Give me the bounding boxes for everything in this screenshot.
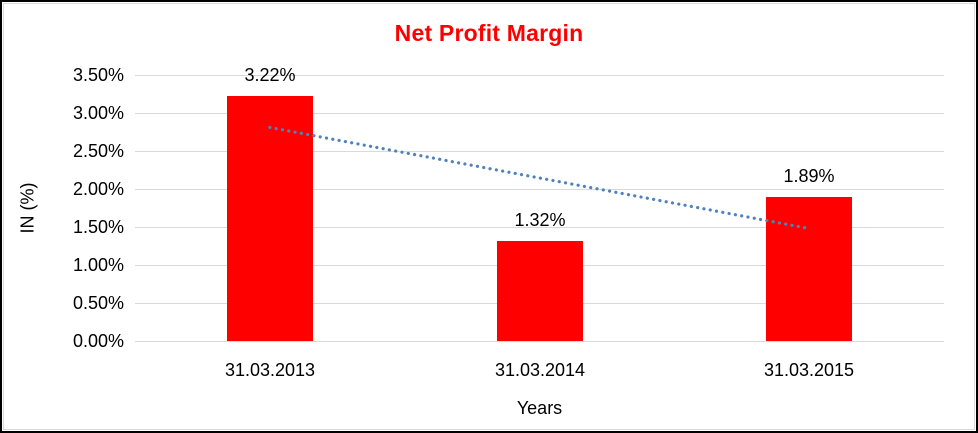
y-tick-label: 2.50% bbox=[72, 141, 124, 161]
y-tick-label: 0.50% bbox=[72, 293, 124, 313]
data-label: 1.89% bbox=[783, 166, 835, 186]
y-tick-label: 0.00% bbox=[72, 331, 124, 351]
chart-title: Net Profit Margin bbox=[394, 20, 584, 46]
bar-31.03.2015 bbox=[766, 197, 852, 341]
chart-border bbox=[3, 3, 975, 430]
gridline bbox=[135, 189, 944, 190]
bar-31.03.2013 bbox=[227, 96, 313, 341]
trendline bbox=[268, 125, 811, 231]
gridline bbox=[135, 227, 944, 228]
x-axis-title: Years bbox=[516, 398, 563, 418]
x-tick-label: 31.03.2014 bbox=[494, 360, 586, 380]
y-tick-label: 3.00% bbox=[72, 103, 124, 123]
y-tick-label: 1.50% bbox=[72, 217, 124, 237]
bar-31.03.2014 bbox=[497, 241, 583, 341]
plot-area bbox=[135, 75, 944, 342]
gridline bbox=[135, 113, 944, 114]
x-tick-label: 31.03.2015 bbox=[763, 360, 855, 380]
y-tick-label: 2.00% bbox=[72, 179, 124, 199]
y-tick-label: 3.50% bbox=[72, 65, 124, 85]
y-tick-label: 1.00% bbox=[72, 255, 124, 275]
data-label: 3.22% bbox=[244, 65, 296, 85]
gridline bbox=[135, 75, 944, 76]
gridline bbox=[135, 151, 944, 152]
data-label: 1.32% bbox=[514, 210, 566, 230]
gridline bbox=[135, 341, 944, 342]
x-tick-label: 31.03.2013 bbox=[224, 360, 316, 380]
